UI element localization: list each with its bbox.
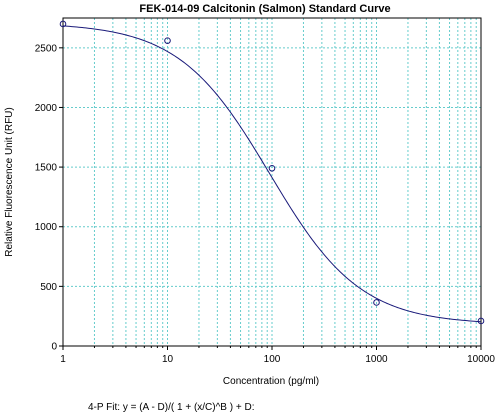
data-point-marker [373,299,380,306]
fit-equation-annotation: 4-P Fit: y = (A - D)/( 1 + (x/C)^B ) + D… [88,402,254,413]
data-point-marker [164,37,171,44]
y-axis-label: Relative Fluorescence Unit (RFU) [4,107,15,257]
y-tick-label: 500 [40,282,57,293]
x-axis-label: Concentration (pg/ml) [223,376,319,387]
axis-ticks: 1 10 100 1000 10000 0 500 1000 1500 2000 2500 [35,43,496,365]
x-tick-label: 10 [162,354,174,365]
data-point-marker [477,317,485,325]
data-point-marker [268,164,276,172]
y-tick-label: 2000 [35,103,58,114]
y-tick-label: 2500 [35,43,58,54]
y-tick-label: 1500 [35,163,58,174]
x-tick-label: 1 [60,354,66,365]
x-tick-label: 100 [264,354,281,365]
fit-curve-group [62,25,482,323]
y-tick-label: 1000 [35,222,58,233]
fit-curve-line [62,25,482,323]
chart-title: FEK-014-09 Calcitonin (Salmon) Standard … [139,3,390,15]
x-tick-label: 10000 [467,354,495,365]
grid-lines [63,18,481,346]
y-tick-label: 0 [51,342,57,353]
x-tick-label: 1000 [365,354,388,365]
data-points [59,20,485,325]
data-point-marker [59,20,67,28]
